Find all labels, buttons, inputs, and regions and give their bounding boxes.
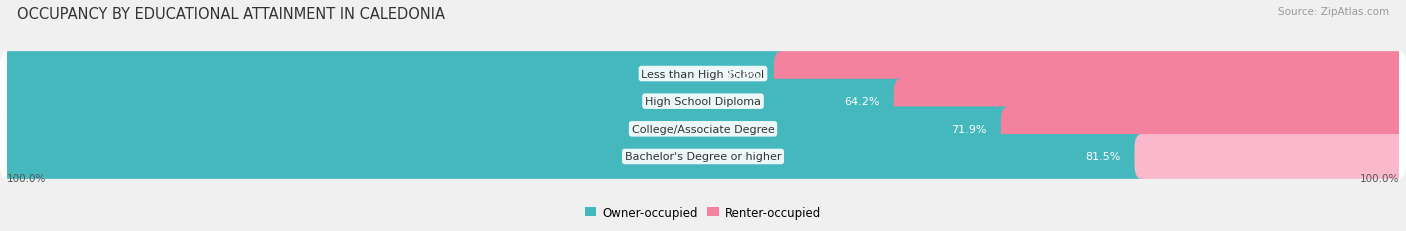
FancyBboxPatch shape bbox=[0, 52, 787, 97]
FancyBboxPatch shape bbox=[0, 134, 1406, 179]
FancyBboxPatch shape bbox=[0, 79, 1406, 124]
FancyBboxPatch shape bbox=[1135, 134, 1406, 179]
FancyBboxPatch shape bbox=[0, 79, 908, 124]
FancyBboxPatch shape bbox=[0, 52, 1406, 97]
Text: 71.9%: 71.9% bbox=[952, 124, 987, 134]
FancyBboxPatch shape bbox=[773, 52, 1406, 97]
FancyBboxPatch shape bbox=[1001, 107, 1406, 152]
Legend: Owner-occupied, Renter-occupied: Owner-occupied, Renter-occupied bbox=[579, 201, 827, 223]
Text: 100.0%: 100.0% bbox=[1360, 173, 1399, 183]
Text: 81.5%: 81.5% bbox=[1085, 152, 1121, 162]
FancyBboxPatch shape bbox=[0, 107, 1406, 152]
FancyBboxPatch shape bbox=[0, 107, 1015, 152]
Text: Source: ZipAtlas.com: Source: ZipAtlas.com bbox=[1278, 7, 1389, 17]
Text: 55.6%: 55.6% bbox=[725, 69, 761, 79]
Text: College/Associate Degree: College/Associate Degree bbox=[631, 124, 775, 134]
FancyBboxPatch shape bbox=[894, 79, 1406, 124]
Text: 64.2%: 64.2% bbox=[844, 97, 880, 107]
Text: Less than High School: Less than High School bbox=[641, 69, 765, 79]
Text: Bachelor's Degree or higher: Bachelor's Degree or higher bbox=[624, 152, 782, 162]
Text: OCCUPANCY BY EDUCATIONAL ATTAINMENT IN CALEDONIA: OCCUPANCY BY EDUCATIONAL ATTAINMENT IN C… bbox=[17, 7, 444, 22]
FancyBboxPatch shape bbox=[0, 134, 1149, 179]
Text: 100.0%: 100.0% bbox=[7, 173, 46, 183]
Text: High School Diploma: High School Diploma bbox=[645, 97, 761, 107]
